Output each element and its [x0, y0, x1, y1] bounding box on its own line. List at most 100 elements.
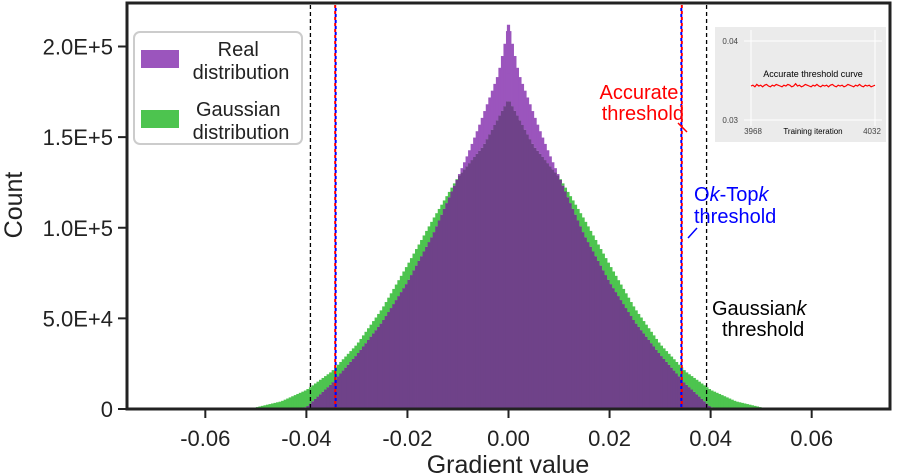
bar-real-distribution	[463, 162, 466, 170]
bar-overlap	[326, 387, 330, 409]
bar-gaussian-distribution	[735, 401, 739, 409]
bar-overlap	[425, 246, 429, 409]
bar-gaussian-distribution	[324, 376, 327, 390]
bar-gaussian-distribution	[387, 297, 391, 313]
bar-real-distribution	[493, 83, 497, 125]
annotation-gaussian-threshold: Gaussiank threshold	[712, 298, 808, 341]
bar-overlap	[536, 150, 540, 409]
annotation-oktopk-threshold: Ok-Topk threshold	[687, 184, 776, 239]
bar-overlap	[672, 370, 676, 409]
y-tick-label: 0	[101, 397, 113, 422]
inset-y-tick-top: 0.04	[722, 37, 738, 46]
bar-overlap	[387, 312, 391, 409]
bar-overlap	[324, 389, 327, 409]
bar-real-distribution	[546, 150, 550, 164]
bar-overlap	[475, 153, 479, 409]
y-tick-label: 5.0E+4	[43, 306, 113, 331]
bar-gaussian-distribution	[609, 267, 613, 285]
bar-overlap	[574, 214, 578, 409]
bar-gaussian-distribution	[384, 302, 388, 317]
bar-gaussian-distribution	[293, 395, 297, 409]
legend-label-gaussian: Gaussian distribution	[193, 99, 290, 144]
bar-gaussian-distribution	[389, 293, 393, 309]
bar-gaussian-distribution	[740, 402, 744, 409]
bar-gaussian-distribution	[596, 244, 600, 261]
bar-overlap	[703, 401, 706, 409]
oktopk-threshold-label: Ok-Topk threshold	[694, 184, 776, 228]
bar-gaussian-distribution	[356, 342, 360, 353]
bar-overlap	[329, 384, 333, 409]
bar-overlap	[665, 361, 669, 409]
bar-gaussian-distribution	[260, 405, 264, 409]
bar-overlap	[415, 265, 418, 409]
bar-gaussian-distribution	[708, 389, 712, 407]
bar-overlap	[594, 256, 598, 409]
bar-gaussian-distribution	[692, 377, 696, 392]
bar-overlap	[359, 349, 363, 409]
x-tick-label: 0.00	[487, 426, 530, 451]
bar-gaussian-distribution	[710, 390, 714, 408]
bar-gaussian-distribution	[430, 221, 434, 238]
bar-overlap	[422, 251, 426, 409]
bar-real-distribution	[543, 143, 547, 161]
bar-gaussian-distribution	[574, 204, 578, 215]
accurate-threshold-label: Accurate threshold	[600, 82, 685, 125]
bar-overlap	[432, 232, 436, 409]
bar-gaussian-distribution	[329, 372, 333, 385]
bar-overlap	[417, 260, 421, 409]
bar-gaussian-distribution	[637, 313, 641, 327]
bar-overlap	[526, 134, 530, 409]
bar-gaussian-distribution	[617, 280, 621, 297]
bar-gaussian-distribution	[288, 397, 292, 409]
bar-overlap	[553, 172, 557, 409]
bar-gaussian-distribution	[559, 179, 562, 180]
legend-swatch-real	[141, 50, 179, 68]
bar-real-distribution	[556, 174, 560, 176]
bar-gaussian-distribution	[377, 313, 381, 327]
legend-label-real: Real distribution	[193, 39, 290, 84]
bar-overlap	[581, 232, 585, 409]
bar-overlap	[384, 316, 388, 409]
bar-gaussian-distribution	[319, 379, 322, 395]
bar-real-distribution	[548, 156, 552, 167]
bar-overlap	[576, 220, 580, 409]
bar-gaussian-distribution	[632, 306, 636, 320]
bar-overlap	[548, 166, 552, 409]
bar-overlap	[336, 376, 340, 409]
bar-overlap	[516, 115, 520, 409]
x-tick-label: -0.06	[180, 426, 230, 451]
bar-overlap	[607, 279, 610, 409]
inset-x-tick-right: 4032	[863, 127, 881, 136]
bar-gaussian-distribution	[612, 271, 616, 289]
bar-real-distribution	[498, 67, 502, 116]
bar-overlap	[541, 156, 545, 409]
bar-gaussian-distribution	[301, 391, 305, 408]
bar-real-distribution	[536, 124, 540, 151]
bar-overlap	[349, 361, 353, 409]
bar-overlap	[627, 312, 631, 409]
bar-gaussian-distribution	[687, 374, 691, 388]
bar-real-distribution	[470, 143, 474, 161]
bar-overlap	[473, 156, 477, 409]
bar-gaussian-distribution	[442, 200, 446, 209]
y-axis-ticks: 0 5.0E+4 1.0E+5 1.5E+5 2.0E+5	[43, 35, 127, 422]
bar-gaussian-distribution	[738, 402, 742, 409]
bar-gaussian-distribution	[407, 262, 411, 280]
bar-overlap	[604, 275, 608, 409]
bar-gaussian-distribution	[660, 345, 664, 357]
bar-overlap	[584, 237, 588, 409]
bar-gaussian-distribution	[364, 331, 368, 344]
bar-overlap	[331, 382, 335, 409]
x-tick-label: 0.02	[588, 426, 631, 451]
bar-overlap	[637, 326, 641, 409]
bar-gaussian-distribution	[445, 196, 449, 204]
bar-overlap	[579, 226, 583, 409]
bar-gaussian-distribution	[718, 393, 722, 408]
bar-overlap	[521, 124, 525, 409]
bar-real-distribution	[457, 174, 461, 176]
bar-gaussian-distribution	[634, 310, 638, 324]
bar-gaussian-distribution	[298, 392, 302, 408]
bar-gaussian-distribution	[629, 302, 633, 317]
bar-gaussian-distribution	[705, 387, 709, 404]
bar-gaussian-distribution	[700, 383, 704, 399]
